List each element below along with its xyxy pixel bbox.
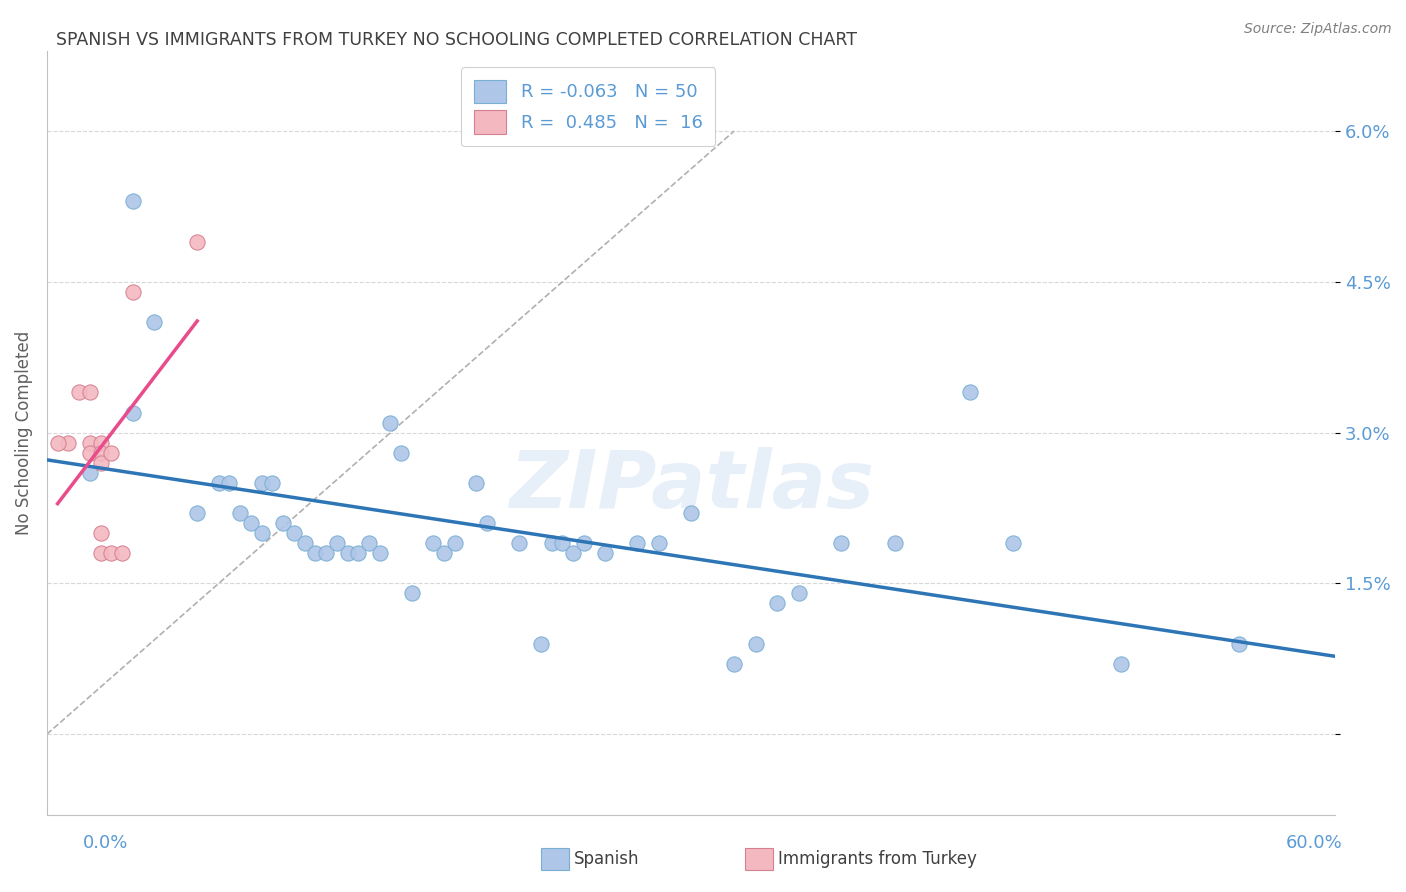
Point xyxy=(540,536,562,550)
Point xyxy=(1002,536,1025,550)
Point xyxy=(218,475,240,490)
Point xyxy=(465,475,488,490)
Text: Immigrants from Turkey: Immigrants from Turkey xyxy=(778,850,976,868)
Point xyxy=(401,586,423,600)
Text: 60.0%: 60.0% xyxy=(1286,834,1343,852)
Point xyxy=(250,526,273,541)
Point xyxy=(186,235,208,249)
Point xyxy=(572,536,595,550)
Point xyxy=(433,546,456,560)
Point xyxy=(787,586,810,600)
Point xyxy=(593,546,616,560)
Point xyxy=(262,475,284,490)
Point xyxy=(648,536,671,550)
Point xyxy=(626,536,648,550)
Point xyxy=(1227,637,1250,651)
Point xyxy=(111,546,134,560)
Point xyxy=(100,546,122,560)
Point xyxy=(357,536,380,550)
Point xyxy=(681,506,703,520)
Point xyxy=(239,516,262,530)
Point xyxy=(294,536,316,550)
Point xyxy=(271,516,294,530)
Point xyxy=(530,637,553,651)
Point xyxy=(551,536,574,550)
Point xyxy=(90,546,112,560)
Point xyxy=(508,536,530,550)
Point xyxy=(444,536,467,550)
Legend: R = -0.063   N = 50, R =  0.485   N =  16: R = -0.063 N = 50, R = 0.485 N = 16 xyxy=(461,68,716,146)
Point xyxy=(58,435,80,450)
Point xyxy=(562,546,585,560)
Point xyxy=(121,285,143,299)
Text: 0.0%: 0.0% xyxy=(83,834,128,852)
Point xyxy=(304,546,326,560)
Point xyxy=(389,446,412,460)
Point xyxy=(744,637,766,651)
Point xyxy=(90,446,112,460)
Point xyxy=(315,546,337,560)
Point xyxy=(368,546,391,560)
Point xyxy=(422,536,444,550)
Point xyxy=(90,456,112,470)
Point xyxy=(46,435,69,450)
Point xyxy=(100,446,122,460)
Point xyxy=(347,546,370,560)
Point xyxy=(186,506,208,520)
Point xyxy=(475,516,498,530)
Text: Spanish: Spanish xyxy=(574,850,640,868)
Point xyxy=(766,597,789,611)
Point xyxy=(90,435,112,450)
Point xyxy=(1109,657,1132,671)
Point xyxy=(208,475,231,490)
Point xyxy=(143,315,166,329)
Point xyxy=(229,506,252,520)
Text: Source: ZipAtlas.com: Source: ZipAtlas.com xyxy=(1244,22,1392,37)
Point xyxy=(830,536,852,550)
Point xyxy=(67,385,90,400)
Text: ZIPatlas: ZIPatlas xyxy=(509,447,873,525)
Point xyxy=(79,446,101,460)
Text: SPANISH VS IMMIGRANTS FROM TURKEY NO SCHOOLING COMPLETED CORRELATION CHART: SPANISH VS IMMIGRANTS FROM TURKEY NO SCH… xyxy=(56,31,858,49)
Point xyxy=(326,536,349,550)
Point xyxy=(959,385,981,400)
Y-axis label: No Schooling Completed: No Schooling Completed xyxy=(15,331,32,534)
Point xyxy=(884,536,907,550)
Point xyxy=(250,475,273,490)
Point xyxy=(121,405,143,419)
Point xyxy=(336,546,359,560)
Point xyxy=(79,435,101,450)
Point xyxy=(723,657,745,671)
Point xyxy=(90,526,112,541)
Point xyxy=(79,466,101,480)
Point xyxy=(283,526,305,541)
Point xyxy=(121,194,143,209)
Point xyxy=(79,385,101,400)
Point xyxy=(380,416,402,430)
